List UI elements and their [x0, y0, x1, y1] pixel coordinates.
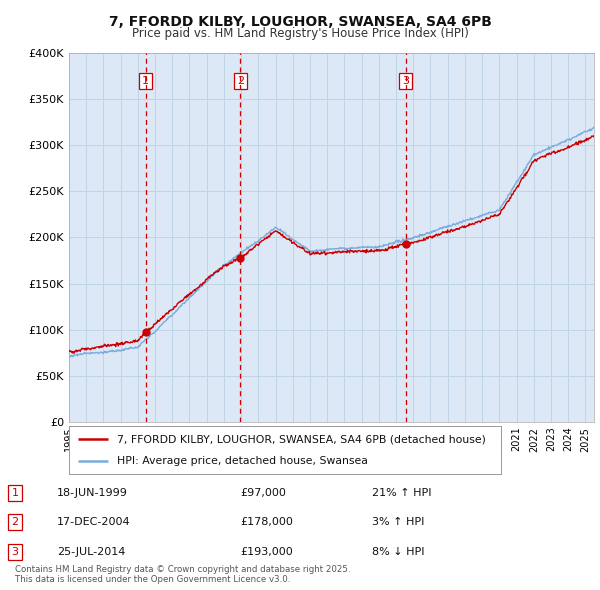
Text: 2: 2: [11, 517, 19, 527]
Text: 25-JUL-2014: 25-JUL-2014: [57, 547, 125, 556]
Text: Contains HM Land Registry data © Crown copyright and database right 2025.
This d: Contains HM Land Registry data © Crown c…: [15, 565, 350, 584]
Text: 3: 3: [402, 76, 409, 86]
Text: 2: 2: [237, 76, 244, 86]
Text: 7, FFORDD KILBY, LOUGHOR, SWANSEA, SA4 6PB: 7, FFORDD KILBY, LOUGHOR, SWANSEA, SA4 6…: [109, 15, 491, 29]
Text: £97,000: £97,000: [240, 488, 286, 497]
Text: 18-JUN-1999: 18-JUN-1999: [57, 488, 128, 497]
Text: 7, FFORDD KILBY, LOUGHOR, SWANSEA, SA4 6PB (detached house): 7, FFORDD KILBY, LOUGHOR, SWANSEA, SA4 6…: [116, 434, 485, 444]
Text: £193,000: £193,000: [240, 547, 293, 556]
Text: Price paid vs. HM Land Registry's House Price Index (HPI): Price paid vs. HM Land Registry's House …: [131, 27, 469, 40]
Text: 21% ↑ HPI: 21% ↑ HPI: [372, 488, 431, 497]
Text: £178,000: £178,000: [240, 517, 293, 527]
Text: 1: 1: [11, 488, 19, 497]
Text: HPI: Average price, detached house, Swansea: HPI: Average price, detached house, Swan…: [116, 456, 367, 466]
Text: 17-DEC-2004: 17-DEC-2004: [57, 517, 131, 527]
Text: 3: 3: [11, 547, 19, 556]
Text: 1: 1: [142, 76, 149, 86]
Text: 8% ↓ HPI: 8% ↓ HPI: [372, 547, 425, 556]
Text: 3% ↑ HPI: 3% ↑ HPI: [372, 517, 424, 527]
